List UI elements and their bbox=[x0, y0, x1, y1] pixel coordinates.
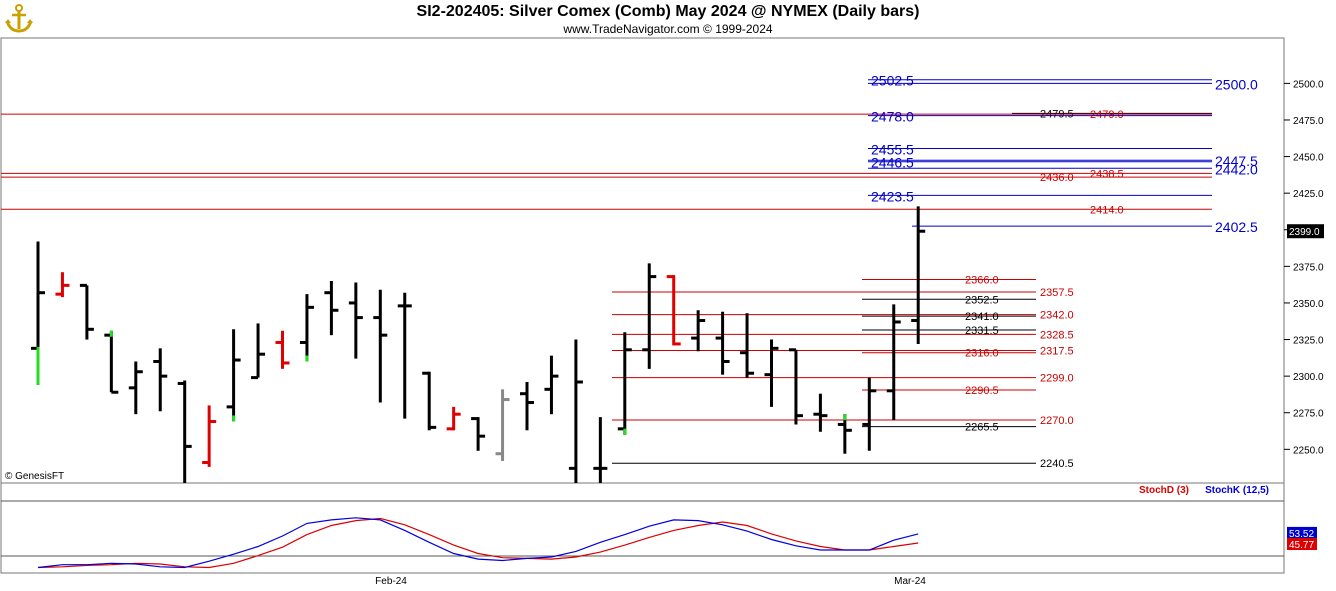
level-label: 2402.5 bbox=[1215, 219, 1258, 235]
level-label: 2438.5 bbox=[1090, 168, 1124, 180]
chart-title: SI2-202405: Silver Comex (Comb) May 2024… bbox=[416, 3, 920, 20]
y-tick-label: 2250.0 bbox=[1293, 445, 1324, 456]
price-axis-area bbox=[1284, 38, 1336, 573]
level-label: 2270.0 bbox=[1040, 415, 1074, 427]
level-label: 2265.5 bbox=[965, 422, 999, 434]
level-label: 2316.0 bbox=[965, 348, 999, 360]
level-label: 2478.0 bbox=[871, 109, 914, 125]
level-label: 2299.0 bbox=[1040, 373, 1074, 385]
last-price-label: 2399.0 bbox=[1289, 227, 1320, 238]
stoch-d-line bbox=[37, 517, 919, 569]
y-tick-label: 2475.0 bbox=[1293, 116, 1324, 127]
stoch-k-line bbox=[37, 517, 919, 569]
stoch-k-legend: StochK (12,5) bbox=[1205, 485, 1269, 496]
y-tick-label: 2500.0 bbox=[1293, 79, 1324, 90]
y-tick-label: 2300.0 bbox=[1293, 372, 1324, 383]
anchor-logo-icon bbox=[4, 2, 34, 34]
stoch-k-value-box bbox=[1287, 526, 1317, 539]
level-label: 2455.5 bbox=[871, 142, 914, 158]
level-label: 2447.5 bbox=[1215, 153, 1258, 169]
y-tick-label: 2275.0 bbox=[1293, 409, 1324, 420]
level-label: 2446.5 bbox=[871, 155, 914, 171]
level-label: 2423.5 bbox=[871, 188, 914, 204]
y-tick-label: 2325.0 bbox=[1293, 336, 1324, 347]
level-label: 2328.5 bbox=[1040, 329, 1074, 341]
level-label: 2290.5 bbox=[965, 385, 999, 397]
copyright-label: © GenesisFT bbox=[5, 471, 64, 482]
level-label: 2436.0 bbox=[1040, 172, 1074, 184]
stoch-d-value: 45.77 bbox=[1289, 540, 1314, 551]
level-label: 2240.5 bbox=[1040, 458, 1074, 470]
stoch-d-legend: StochD (3) bbox=[1139, 485, 1189, 496]
level-label: 2352.5 bbox=[965, 294, 999, 306]
y-tick-label: 2450.0 bbox=[1293, 153, 1324, 164]
x-label-mar: Mar-24 bbox=[894, 576, 926, 587]
chart-header: SI2-202405: Silver Comex (Comb) May 2024… bbox=[0, 0, 1336, 38]
y-tick-label: 2425.0 bbox=[1293, 189, 1324, 200]
level-label: 2317.5 bbox=[1040, 346, 1074, 358]
level-label: 2357.5 bbox=[1040, 287, 1074, 299]
x-label-feb: Feb-24 bbox=[375, 576, 407, 587]
level-label: 2341.0 bbox=[965, 311, 999, 323]
level-label: 2414.0 bbox=[1090, 204, 1124, 216]
level-label: 2502.5 bbox=[871, 73, 914, 89]
price-panel bbox=[0, 37, 1285, 484]
y-tick-label: 2375.0 bbox=[1293, 262, 1324, 273]
level-label: 2500.0 bbox=[1215, 76, 1258, 92]
stoch-d-value-box bbox=[1287, 538, 1317, 550]
level-label: 2331.5 bbox=[965, 325, 999, 337]
stoch-k-value: 53.52 bbox=[1289, 529, 1314, 540]
level-label: 2442.0 bbox=[1215, 161, 1258, 177]
chart-subtitle: www.TradeNavigator.com © 1999-2024 bbox=[563, 22, 773, 36]
level-label: 2366.0 bbox=[965, 275, 999, 287]
last-price-box bbox=[1287, 224, 1324, 239]
y-tick-label: 2350.0 bbox=[1293, 299, 1324, 310]
level-label: 2342.0 bbox=[1040, 310, 1074, 322]
